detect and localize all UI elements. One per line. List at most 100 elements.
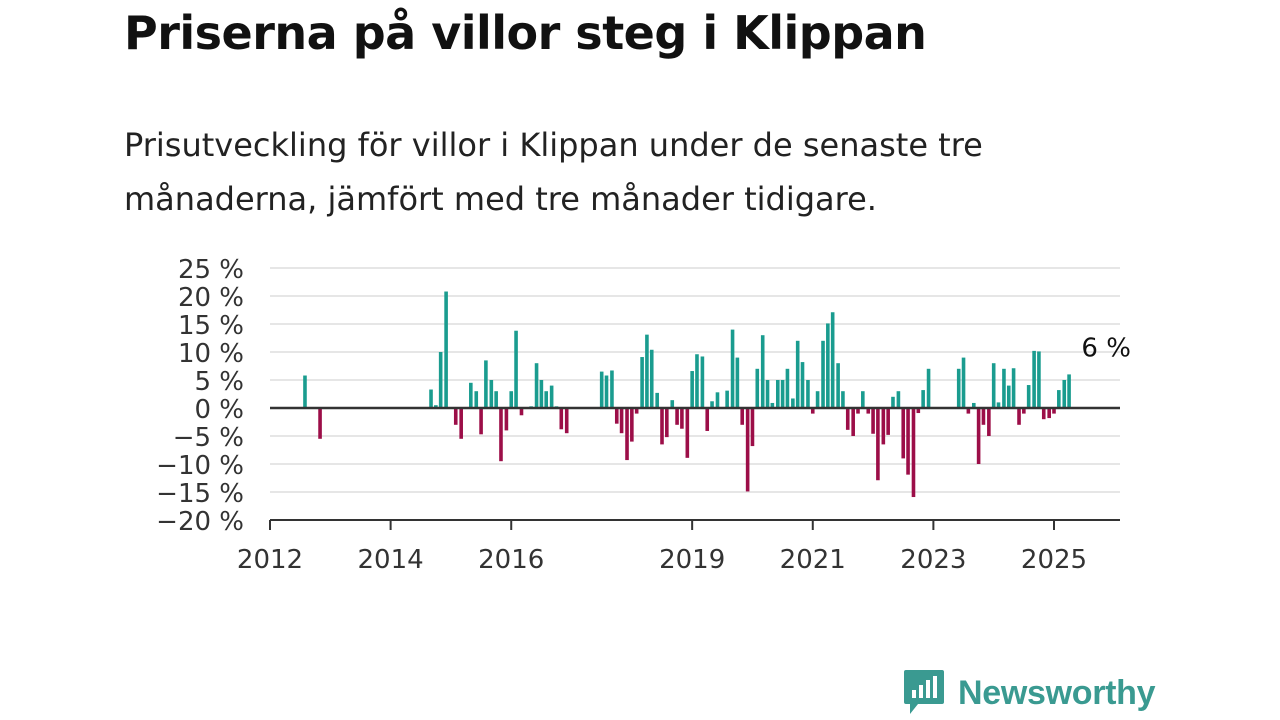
x-tick-label: 2019: [659, 545, 725, 575]
bar: [866, 408, 871, 414]
bar: [494, 391, 498, 408]
bar: [795, 340, 800, 408]
bar: [841, 391, 845, 408]
x-tick-label: 2025: [1021, 545, 1087, 575]
bar: [479, 408, 483, 435]
bar: [670, 400, 675, 408]
bar: [971, 402, 976, 408]
bar: [765, 380, 770, 408]
chart-subtitle: Prisutveckling för villor i Klippan unde…: [124, 126, 983, 218]
bar: [1052, 408, 1056, 414]
bar: [901, 408, 906, 459]
bar: [886, 408, 890, 435]
bar: [966, 408, 971, 414]
y-tick-label: −5 %: [173, 423, 244, 453]
bar: [680, 408, 684, 429]
bar: [599, 371, 604, 408]
bar: [685, 408, 690, 458]
bar: [906, 408, 910, 475]
bar: [740, 408, 745, 425]
bar: [745, 408, 750, 492]
bar: [429, 389, 433, 408]
bar: [438, 352, 443, 408]
bar: [303, 375, 307, 408]
bar: [564, 408, 569, 434]
bar: [806, 380, 810, 408]
bar: [675, 408, 679, 425]
bar: [318, 408, 322, 439]
bar: [830, 312, 835, 408]
bar: [1062, 380, 1067, 408]
y-tick-label: −20 %: [156, 507, 244, 537]
bar: [856, 408, 860, 414]
bar: [981, 408, 986, 425]
bar: [1041, 408, 1046, 420]
bar: [755, 368, 760, 408]
bar: [876, 408, 880, 481]
bar: [539, 380, 544, 408]
bar: [770, 402, 775, 408]
bar: [459, 408, 463, 439]
bar: [1037, 351, 1041, 408]
bar: [926, 368, 931, 408]
bar: [509, 391, 514, 408]
bar: [474, 391, 479, 408]
bar: [634, 408, 639, 414]
bar: [785, 368, 790, 408]
bar: [821, 340, 825, 408]
bar: [976, 408, 981, 464]
y-tick-label: 5 %: [194, 367, 244, 397]
x-tick-label: 2012: [237, 545, 303, 575]
bar: [1047, 408, 1051, 419]
bar: [434, 405, 438, 408]
bar: [1006, 385, 1011, 408]
bar: [549, 385, 554, 408]
price-change-bar-chart: −20 %−15 %−10 %−5 %0 %5 %10 %15 %20 %25 …: [156, 255, 1131, 575]
bar: [791, 398, 795, 408]
bar: [826, 323, 830, 408]
bar: [610, 370, 614, 408]
bar: [810, 408, 815, 414]
bar: [725, 390, 729, 408]
y-tick-label: 15 %: [178, 311, 244, 341]
bar: [961, 357, 966, 408]
bar: [544, 391, 549, 408]
bar: [604, 375, 609, 408]
bar: [715, 392, 720, 408]
bar: [1022, 408, 1026, 414]
bar: [705, 408, 710, 431]
latest-value-annotation: 6 %: [1081, 333, 1131, 363]
bar: [649, 349, 654, 408]
bar: [655, 392, 659, 408]
y-tick-label: 0 %: [194, 395, 244, 425]
bar: [1067, 374, 1071, 408]
bar: [1032, 350, 1036, 408]
bar: [911, 408, 916, 498]
x-tick-label: 2014: [358, 545, 424, 575]
y-tick-label: 25 %: [178, 255, 244, 285]
bar: [700, 356, 705, 408]
bar: [534, 363, 539, 408]
bar: [815, 391, 820, 408]
brand-logo[interactable]: Newsworthy: [902, 668, 1156, 718]
bar: [996, 402, 1001, 408]
bar: [800, 362, 805, 408]
bar: [730, 329, 735, 408]
bar: [760, 335, 765, 408]
bar: [645, 334, 649, 408]
bar: [836, 363, 840, 408]
chart-title: Priserna på villor steg i Klippan: [124, 6, 927, 60]
bar: [1011, 368, 1016, 408]
bar: [519, 408, 524, 416]
bar: [514, 330, 518, 408]
bar: [987, 408, 991, 436]
bar: [625, 408, 629, 461]
bar: [1057, 390, 1061, 408]
bar: [614, 408, 619, 424]
bar: [660, 408, 664, 445]
bar: [695, 354, 699, 408]
bar: [690, 371, 694, 408]
brand-name: Newsworthy: [958, 673, 1156, 712]
bar: [489, 380, 494, 408]
bar: [453, 408, 458, 425]
